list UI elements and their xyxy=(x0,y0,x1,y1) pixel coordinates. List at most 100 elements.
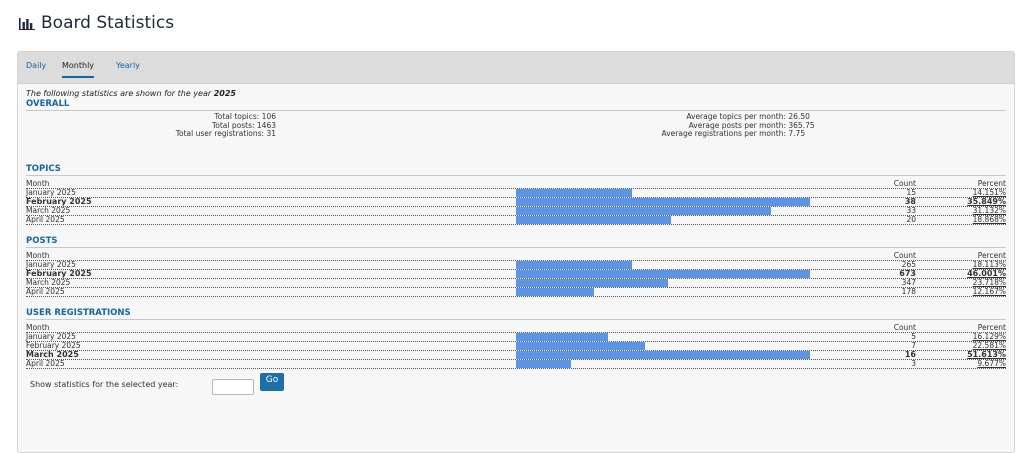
row-count: 3 xyxy=(911,359,916,368)
section-heading: USER REGISTRATIONS xyxy=(26,308,1006,320)
stat-bar xyxy=(516,189,632,197)
section-heading: POSTS xyxy=(26,236,1006,248)
total-registrations: Total user registrations: 31 xyxy=(175,129,276,138)
total-posts: Total posts: 1463 xyxy=(211,120,276,130)
row-percent: 14.151% xyxy=(972,188,1006,197)
row-month: January 2025 xyxy=(26,260,76,269)
stat-row: January 2025 265 18.113% xyxy=(26,260,1006,269)
stat-row: March 2025 16 51.613% xyxy=(26,350,1006,359)
bar-track xyxy=(516,342,810,350)
row-month: January 2025 xyxy=(26,188,76,197)
row-count: 5 xyxy=(911,332,916,341)
stat-table-header: Month Count Percent xyxy=(26,179,1006,188)
overall-totals: Total topics: 106 Total posts: 1463 Tota… xyxy=(175,112,276,139)
bar-track xyxy=(516,351,810,359)
bar-chart-icon xyxy=(19,18,35,30)
stat-table-header: Month Count Percent xyxy=(26,323,1006,332)
row-count: 265 xyxy=(901,260,916,269)
overall-heading: OVERALL xyxy=(26,99,1006,111)
stat-bar xyxy=(516,261,632,269)
row-month: February 2025 xyxy=(26,269,92,278)
stat-table-header: Month Count Percent xyxy=(26,251,1006,260)
row-percent: 35.849% xyxy=(967,197,1006,206)
row-count: 178 xyxy=(901,287,916,296)
go-button[interactable]: Go xyxy=(260,373,284,391)
column-month: Month xyxy=(26,179,50,188)
total-topics: Total topics: 106 xyxy=(214,112,276,121)
stat-bar xyxy=(516,198,810,206)
row-month: March 2025 xyxy=(26,206,71,215)
row-month: February 2025 xyxy=(26,197,92,206)
row-count: 347 xyxy=(901,278,916,287)
bar-track xyxy=(516,189,810,197)
row-count: 33 xyxy=(906,206,916,215)
stat-section-posts: POSTS Month Count Percent January 2025 265 18.… xyxy=(26,236,1006,297)
column-count: Count xyxy=(893,179,916,188)
section-heading: TOPICS xyxy=(26,164,1006,176)
row-month: February 2025 xyxy=(26,341,81,350)
stat-row: April 2025 178 12.167% xyxy=(26,287,1006,297)
stat-row: April 2025 20 18.868% xyxy=(26,215,1006,225)
tab-bar: Daily Monthly Yearly xyxy=(18,52,1014,84)
bar-track xyxy=(516,270,810,278)
tab-monthly[interactable]: Monthly xyxy=(62,61,95,78)
column-count: Count xyxy=(893,251,916,260)
row-month: March 2025 xyxy=(26,278,71,287)
overall-summary: Total topics: 106 Total posts: 1463 Tota… xyxy=(26,111,1006,149)
row-percent: 22.581% xyxy=(972,341,1006,350)
stat-bar xyxy=(516,360,572,368)
year-select[interactable] xyxy=(212,379,254,395)
tab-yearly[interactable]: Yearly xyxy=(116,61,140,70)
bar-track xyxy=(516,216,810,224)
stat-bar xyxy=(516,333,608,341)
row-percent: 51.613% xyxy=(967,350,1006,359)
stat-bar xyxy=(516,279,668,287)
stat-row: March 2025 347 23.718% xyxy=(26,278,1006,287)
row-count: 15 xyxy=(906,188,916,197)
row-percent: 23.718% xyxy=(972,278,1006,287)
stat-row: April 2025 3 9.677% xyxy=(26,359,1006,369)
column-month: Month xyxy=(26,323,50,332)
bar-track xyxy=(516,279,810,287)
stat-section-registrations: USER REGISTRATIONS Month Count Percent Janua… xyxy=(26,308,1006,369)
row-count: 20 xyxy=(906,215,916,224)
bar-track xyxy=(516,207,810,215)
row-month: April 2025 xyxy=(26,359,65,368)
stats-content: The following statistics are shown for t… xyxy=(26,84,1006,395)
bar-track xyxy=(516,360,810,368)
bar-track xyxy=(516,333,810,341)
stat-bar xyxy=(516,288,594,296)
stat-sections: TOPICS Month Count Percent January 2025 15 14.… xyxy=(26,164,1006,369)
avg-posts: Average posts per month: 365.75 xyxy=(688,120,815,130)
tab-daily[interactable]: Daily xyxy=(26,61,47,70)
stat-row: January 2025 5 16.129% xyxy=(26,332,1006,341)
column-month: Month xyxy=(26,251,50,260)
row-month: March 2025 xyxy=(26,350,79,359)
stat-row: February 2025 7 22.581% xyxy=(26,341,1006,350)
stat-bar xyxy=(516,207,772,215)
bar-track xyxy=(516,261,810,269)
row-month: January 2025 xyxy=(26,332,76,341)
column-percent: Percent xyxy=(977,251,1006,260)
bar-track xyxy=(516,288,810,296)
column-count: Count xyxy=(893,323,916,332)
intro-text: The following statistics are shown for t… xyxy=(26,89,1006,99)
stat-row: February 2025 673 46.001% xyxy=(26,269,1006,278)
overall-averages: Average topics per month: 26.50 Average … xyxy=(626,112,815,139)
stat-bar xyxy=(516,342,645,350)
row-count: 7 xyxy=(911,341,916,350)
avg-topics: Average topics per month: 26.50 xyxy=(686,112,810,121)
bar-track xyxy=(516,198,810,206)
column-percent: Percent xyxy=(977,323,1006,332)
stat-bar xyxy=(516,270,810,278)
stat-bar xyxy=(516,216,671,224)
row-count: 38 xyxy=(904,197,916,206)
column-percent: Percent xyxy=(977,179,1006,188)
stat-row: March 2025 33 31.132% xyxy=(26,206,1006,215)
row-percent: 18.113% xyxy=(972,260,1006,269)
stat-bar xyxy=(516,351,810,359)
intro-year: 2025 xyxy=(213,89,236,98)
row-percent: 46.001% xyxy=(967,269,1006,278)
stats-panel: Daily Monthly Yearly The following stati… xyxy=(17,51,1015,453)
avg-registrations: Average registrations per month: 7.75 xyxy=(661,129,806,138)
